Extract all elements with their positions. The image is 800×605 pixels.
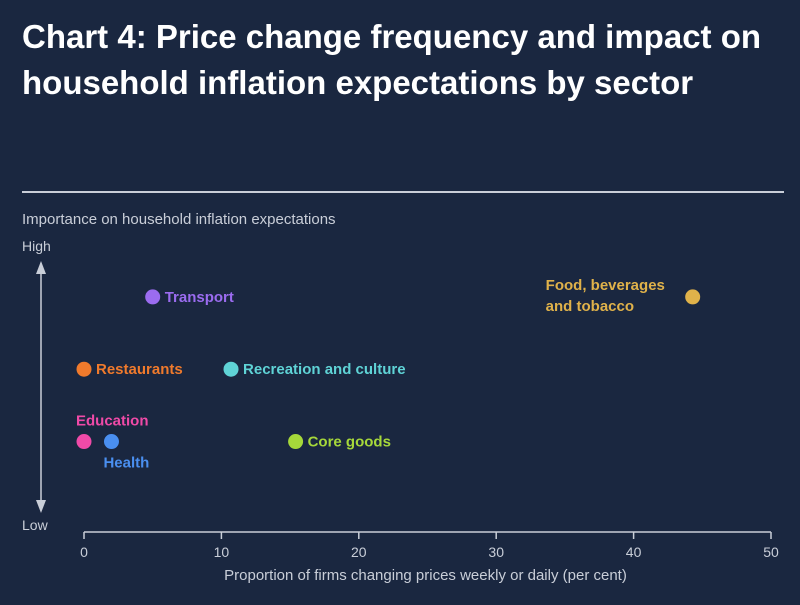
data-point — [288, 434, 304, 450]
title-divider — [22, 191, 784, 193]
data-point — [103, 434, 119, 450]
data-point-label: Restaurants — [96, 361, 183, 378]
data-point-label: Transport — [165, 289, 234, 306]
x-tick-label: 20 — [351, 544, 367, 560]
data-point — [145, 289, 161, 305]
y-axis-high-label: High — [22, 238, 51, 254]
x-tick-label: 30 — [488, 544, 504, 560]
chart-title: Chart 4: Price change frequency and impa… — [22, 18, 762, 101]
y-axis-low-label: Low — [22, 517, 49, 533]
x-tick-label: 0 — [80, 544, 88, 560]
data-point — [76, 361, 92, 377]
x-tick-label: 40 — [626, 544, 642, 560]
x-tick-label: 50 — [763, 544, 779, 560]
y-axis-arrow-up-head — [36, 261, 46, 274]
data-point — [685, 289, 701, 305]
x-tick-label: 10 — [214, 544, 230, 560]
data-point-label: Food, beverages — [546, 277, 665, 294]
data-point-label: and tobacco — [546, 298, 634, 315]
x-axis-title: Proportion of firms changing prices week… — [224, 567, 627, 584]
data-point-label: Recreation and culture — [243, 361, 406, 378]
data-point — [223, 361, 239, 377]
y-axis-arrow-down-head — [36, 500, 46, 513]
data-point-label: Core goods — [308, 434, 391, 451]
y-axis-title: Importance on household inflation expect… — [22, 211, 336, 228]
data-point — [76, 434, 92, 450]
data-point-label: Education — [76, 413, 149, 430]
data-point-label: Health — [103, 455, 149, 472]
